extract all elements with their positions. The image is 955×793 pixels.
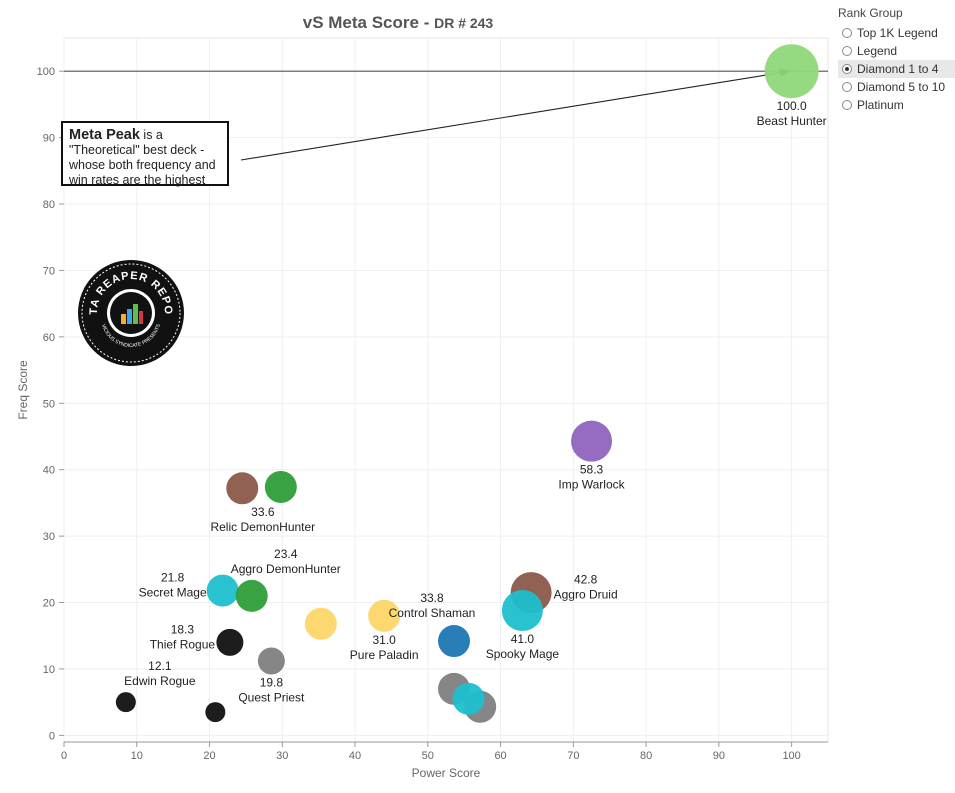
y-tick-label: 90 xyxy=(43,133,55,145)
point-name-label: Imp Warlock xyxy=(558,478,625,492)
axis-layer: 0 10 20 30 40 50 60 70 80 90 100 0 10 20 30 40 50 60 70 80 9… xyxy=(37,66,828,762)
data-point[interactable] xyxy=(257,647,285,675)
rank-group-option-label: Diamond 1 to 4 xyxy=(857,62,939,76)
point-name-label: Pure Paladin xyxy=(350,648,419,662)
annotation-arrow xyxy=(240,68,791,161)
data-point[interactable] xyxy=(501,589,543,631)
y-tick-label: 30 xyxy=(43,531,55,543)
rank-group-option-label: Legend xyxy=(857,44,898,58)
data-point[interactable] xyxy=(206,574,239,607)
radio-icon[interactable] xyxy=(842,46,852,56)
point-score-label: 18.3 xyxy=(171,622,195,636)
meta-peak-annotation: Meta Peak is a "Theoretical" best deck -… xyxy=(61,121,229,187)
point-name-label: Control Shaman xyxy=(389,606,476,620)
point-name-label: Aggro DemonHunter xyxy=(231,562,341,576)
y-tick-label: 40 xyxy=(43,465,55,477)
rank-group-option[interactable]: Top 1K Legend xyxy=(838,24,955,42)
y-tick-label: 60 xyxy=(43,332,55,344)
rank-group-filter: Rank Group Top 1K Legend Legend Diamond 1 … xyxy=(838,6,955,114)
data-point[interactable] xyxy=(452,682,485,715)
rank-group-title: Rank Group xyxy=(838,6,903,20)
point-score-label: 31.0 xyxy=(372,633,396,647)
point-score-label: 33.8 xyxy=(420,591,444,605)
point-score-label: 12.1 xyxy=(148,659,172,673)
point-name-label: Secret Mage xyxy=(139,586,207,600)
chart-title: vS Meta Score - DR # 243 xyxy=(303,13,494,32)
y-tick-label: 100 xyxy=(37,66,55,78)
data-point[interactable] xyxy=(304,607,337,640)
data-point[interactable] xyxy=(764,44,819,99)
x-tick-label: 30 xyxy=(276,750,288,762)
chart-title-main: vS Meta Score - xyxy=(303,13,434,32)
point-score-label: 100.0 xyxy=(777,99,807,113)
annotation-bold-text: Meta Peak xyxy=(69,127,140,143)
data-point[interactable] xyxy=(571,420,613,462)
rank-group-options: Top 1K Legend Legend Diamond 1 to 4 Diamond… xyxy=(838,24,955,114)
data-point[interactable] xyxy=(205,702,226,723)
data-point[interactable] xyxy=(264,470,297,503)
annotation-arrow-line xyxy=(240,68,791,161)
x-axis-title: Power Score xyxy=(412,766,481,780)
point-name-label: Edwin Rogue xyxy=(124,674,196,688)
data-point[interactable] xyxy=(438,625,471,658)
x-tick-label: 0 xyxy=(61,750,67,762)
rank-group-option[interactable]: Diamond 1 to 4 xyxy=(838,60,955,78)
x-tick-label: 70 xyxy=(567,750,579,762)
rank-group-option-label: Diamond 5 to 10 xyxy=(857,80,946,94)
annotation-text: is a "Theoretical" best deck - whose bot… xyxy=(69,128,216,187)
y-tick-label: 70 xyxy=(43,265,55,277)
point-score-label: 23.4 xyxy=(274,547,298,561)
point-score-label: 33.6 xyxy=(251,505,275,519)
point-name-label: Relic DemonHunter xyxy=(210,520,315,534)
point-name-label: Quest Priest xyxy=(238,690,305,704)
chart-title-sub: DR # 243 xyxy=(434,15,493,31)
rank-group-option-label: Top 1K Legend xyxy=(857,26,938,40)
data-point[interactable] xyxy=(235,579,268,612)
point-score-label: 42.8 xyxy=(574,573,598,587)
radio-icon[interactable] xyxy=(842,28,852,38)
point-name-label: Beast Hunter xyxy=(757,114,827,128)
x-tick-label: 60 xyxy=(494,750,506,762)
data-point[interactable] xyxy=(216,628,244,656)
point-name-label: Spooky Mage xyxy=(486,647,560,661)
rank-group-option[interactable]: Diamond 5 to 10 xyxy=(838,78,955,96)
data-point[interactable] xyxy=(368,599,401,632)
x-tick-label: 10 xyxy=(131,750,143,762)
y-tick-label: 10 xyxy=(43,664,55,676)
y-axis-title: Freq Score xyxy=(16,360,30,420)
data-reaper-report-logo: DATA REAPER REPORT VICIOUS SYNDICATE PRE… xyxy=(77,259,184,366)
y-tick-label: 0 xyxy=(49,730,55,742)
data-point[interactable] xyxy=(115,692,136,713)
x-tick-label: 40 xyxy=(349,750,361,762)
x-tick-label: 90 xyxy=(713,750,725,762)
data-point[interactable] xyxy=(226,472,259,505)
rank-group-option-label: Platinum xyxy=(857,98,904,112)
radio-icon[interactable] xyxy=(842,100,852,110)
radio-icon[interactable] xyxy=(842,82,852,92)
x-tick-label: 80 xyxy=(640,750,652,762)
point-score-label: 19.8 xyxy=(260,675,284,689)
y-tick-label: 50 xyxy=(43,398,55,410)
point-score-label: 58.3 xyxy=(580,463,604,477)
point-name-label: Aggro Druid xyxy=(554,588,618,602)
x-tick-label: 100 xyxy=(782,750,800,762)
radio-icon[interactable] xyxy=(842,64,852,74)
rank-group-option[interactable]: Legend xyxy=(838,42,955,60)
point-score-label: 21.8 xyxy=(161,571,185,585)
y-tick-label: 80 xyxy=(43,199,55,211)
point-name-label: Thief Rogue xyxy=(150,637,216,651)
rank-group-option[interactable]: Platinum xyxy=(838,96,955,114)
x-tick-label: 20 xyxy=(203,750,215,762)
y-tick-label: 20 xyxy=(43,598,55,610)
x-tick-label: 50 xyxy=(422,750,434,762)
point-score-label: 41.0 xyxy=(511,632,535,646)
points-layer xyxy=(115,44,819,723)
